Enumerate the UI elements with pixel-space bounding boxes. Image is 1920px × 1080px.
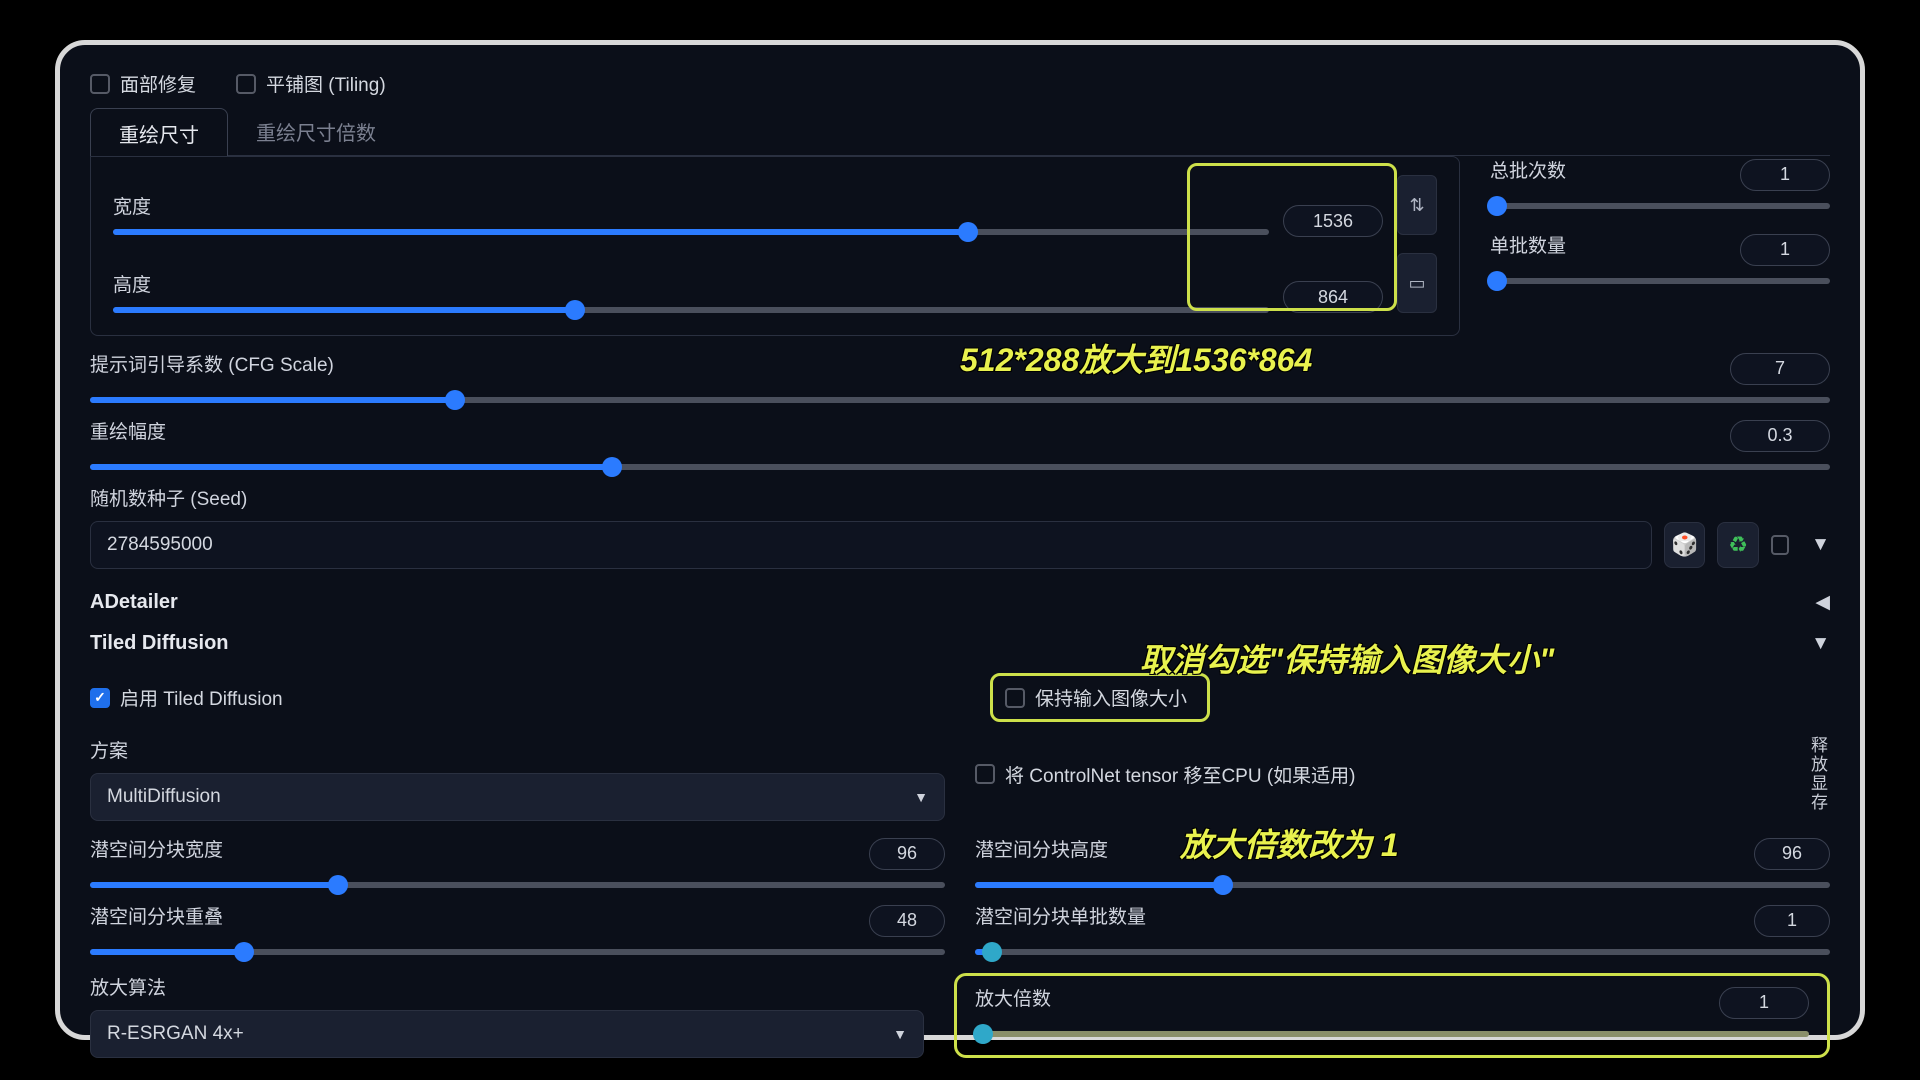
move-controlnet-option[interactable]: 将 ControlNet tensor 移至CPU (如果适用) bbox=[975, 761, 1785, 788]
tile-width-value[interactable]: 96 bbox=[869, 838, 945, 870]
chevron-down-icon: ▼ bbox=[893, 1026, 907, 1042]
height-label: 高度 bbox=[113, 270, 1269, 297]
upscaler-value: R-ESRGAN 4x+ bbox=[107, 1023, 244, 1045]
batch-count-value[interactable]: 1 bbox=[1740, 159, 1830, 191]
keep-input-size-label: 保持输入图像大小 bbox=[1035, 684, 1187, 711]
cfg-label: 提示词引导系数 (CFG Scale) bbox=[90, 350, 334, 377]
swap-icon: ⇅ bbox=[1409, 195, 1424, 216]
checkbox-tiling[interactable] bbox=[236, 74, 256, 94]
face-restore-option[interactable]: 面部修复 bbox=[90, 70, 196, 97]
method-value: MultiDiffusion bbox=[107, 786, 221, 808]
width-value[interactable]: 1536 bbox=[1283, 205, 1383, 237]
upscaler-label: 放大算法 bbox=[90, 973, 924, 1000]
tile-height-slider[interactable] bbox=[975, 882, 1830, 888]
denoise-label: 重绘幅度 bbox=[90, 417, 166, 444]
batch-column: 总批次数 1 单批数量 1 bbox=[1490, 156, 1830, 336]
settings-panel: 面部修复 平铺图 (Tiling) 重绘尺寸 重绘尺寸倍数 宽度 1536 bbox=[55, 40, 1865, 1040]
batch-count-slider[interactable] bbox=[1490, 203, 1830, 209]
checkbox-enable-tiled[interactable] bbox=[90, 688, 110, 708]
free-vram-button[interactable]: 释放显存 bbox=[1805, 736, 1830, 812]
scale-slider[interactable] bbox=[975, 1031, 1809, 1037]
checkbox-move-controlnet[interactable] bbox=[975, 764, 995, 784]
chevron-down-icon: ▼ bbox=[914, 789, 928, 805]
tile-overlap-label: 潜空间分块重叠 bbox=[90, 902, 223, 929]
scale-label: 放大倍数 bbox=[975, 984, 1051, 1011]
batch-size-slider[interactable] bbox=[1490, 278, 1830, 284]
seed-reuse-button[interactable]: ♻ bbox=[1717, 522, 1758, 568]
height-value[interactable]: 864 bbox=[1283, 281, 1383, 313]
seed-label: 随机数种子 (Seed) bbox=[90, 484, 1830, 511]
tab-resize-by[interactable]: 重绘尺寸倍数 bbox=[228, 107, 404, 155]
recycle-icon: ♻ bbox=[1728, 532, 1748, 558]
adetailer-collapse-icon[interactable]: ◀ bbox=[1815, 591, 1830, 614]
method-column: 方案 MultiDiffusion ▼ bbox=[90, 736, 945, 821]
seed-extras-checkbox[interactable] bbox=[1771, 535, 1789, 555]
method-label: 方案 bbox=[90, 736, 945, 763]
tab-resize[interactable]: 重绘尺寸 bbox=[90, 108, 228, 156]
tile-overlap-slider[interactable] bbox=[90, 949, 945, 955]
batch-size-value[interactable]: 1 bbox=[1740, 234, 1830, 266]
checkbox-keep-input-size[interactable] bbox=[1005, 688, 1025, 708]
tiled-diffusion-title[interactable]: Tiled Diffusion bbox=[90, 632, 229, 655]
chevron-down-icon[interactable]: ▼ bbox=[1811, 534, 1830, 556]
tile-overlap-value[interactable]: 48 bbox=[869, 905, 945, 937]
tile-batch-value[interactable]: 1 bbox=[1754, 905, 1830, 937]
ruler-icon: ▭ bbox=[1408, 273, 1425, 294]
top-options-row: 面部修复 平铺图 (Tiling) bbox=[90, 70, 1830, 97]
enable-tiled-option[interactable]: 启用 Tiled Diffusion bbox=[90, 684, 283, 711]
height-slider[interactable] bbox=[113, 307, 1269, 313]
swap-dimensions-button[interactable]: ⇅ bbox=[1397, 175, 1437, 235]
adetailer-title[interactable]: ADetailer bbox=[90, 591, 178, 614]
tile-height-value[interactable]: 96 bbox=[1754, 838, 1830, 870]
checkbox-face-restore[interactable] bbox=[90, 74, 110, 94]
resize-tabs: 重绘尺寸 重绘尺寸倍数 bbox=[90, 107, 1830, 156]
batch-size-label: 单批数量 bbox=[1490, 231, 1566, 258]
tile-width-label: 潜空间分块宽度 bbox=[90, 835, 223, 862]
dimensions-box: 宽度 1536 ⇅ 高度 bbox=[90, 156, 1460, 336]
cfg-value[interactable]: 7 bbox=[1730, 353, 1830, 385]
cfg-slider[interactable] bbox=[90, 397, 1830, 403]
tiling-option[interactable]: 平铺图 (Tiling) bbox=[236, 70, 386, 97]
face-restore-label: 面部修复 bbox=[120, 70, 196, 97]
tiled-collapse-icon[interactable]: ▼ bbox=[1811, 633, 1830, 655]
denoise-slider[interactable] bbox=[90, 464, 1830, 470]
tile-height-label: 潜空间分块高度 bbox=[975, 835, 1108, 862]
scale-value[interactable]: 1 bbox=[1719, 987, 1809, 1019]
tile-batch-label: 潜空间分块单批数量 bbox=[975, 902, 1146, 929]
highlight-scale-box: 放大倍数 1 bbox=[954, 973, 1830, 1058]
denoise-value[interactable]: 0.3 bbox=[1730, 420, 1830, 452]
seed-random-button[interactable]: 🎲 bbox=[1664, 522, 1705, 568]
move-controlnet-label: 将 ControlNet tensor 移至CPU (如果适用) bbox=[1005, 761, 1356, 788]
ruler-button[interactable]: ▭ bbox=[1397, 253, 1437, 313]
width-label: 宽度 bbox=[113, 192, 1269, 219]
width-slider[interactable] bbox=[113, 229, 1269, 235]
batch-count-label: 总批次数 bbox=[1490, 156, 1566, 183]
dice-icon: 🎲 bbox=[1671, 532, 1698, 558]
method-select[interactable]: MultiDiffusion ▼ bbox=[90, 773, 945, 821]
tile-batch-slider[interactable] bbox=[975, 949, 1830, 955]
upscaler-select[interactable]: R-ESRGAN 4x+ ▼ bbox=[90, 1010, 924, 1058]
tiling-label: 平铺图 (Tiling) bbox=[266, 70, 386, 97]
keep-input-size-option[interactable]: 保持输入图像大小 bbox=[990, 673, 1210, 722]
enable-tiled-label: 启用 Tiled Diffusion bbox=[120, 684, 283, 711]
tile-width-slider[interactable] bbox=[90, 882, 945, 888]
seed-input[interactable] bbox=[90, 521, 1652, 569]
